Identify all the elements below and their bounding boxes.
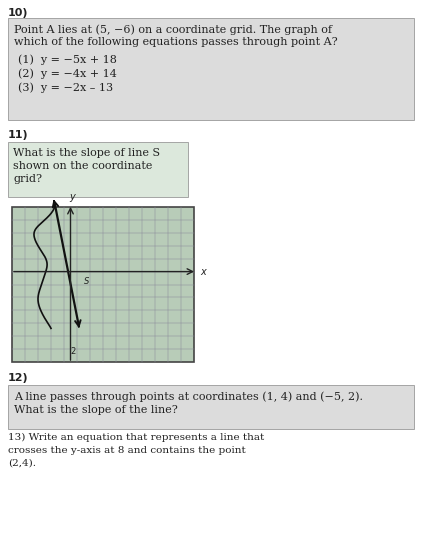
Bar <box>8 18 414 120</box>
Text: (1)  y = −5x + 18: (1) y = −5x + 18 <box>18 54 117 64</box>
Text: Point A lies at (5, −6) on a coordinate grid. The graph of: Point A lies at (5, −6) on a coordinate … <box>14 24 332 34</box>
Text: x: x <box>200 266 206 277</box>
Text: What is the slope of line S: What is the slope of line S <box>13 148 160 158</box>
Text: which of the following equations passes through point A?: which of the following equations passes … <box>14 37 338 47</box>
Text: What is the slope of the line?: What is the slope of the line? <box>14 405 178 415</box>
Bar <box>8 385 414 429</box>
Text: 12): 12) <box>8 373 29 383</box>
Bar <box>8 142 188 197</box>
Text: S: S <box>84 277 89 287</box>
Text: 11): 11) <box>8 130 29 140</box>
Text: (2,4).: (2,4). <box>8 459 36 468</box>
Text: 10): 10) <box>8 8 29 18</box>
Text: crosses the y-axis at 8 and contains the point: crosses the y-axis at 8 and contains the… <box>8 446 246 455</box>
Text: A line passes through points at coordinates (1, 4) and (−5, 2).: A line passes through points at coordina… <box>14 391 363 401</box>
Text: 13) Write an equation that represents a line that: 13) Write an equation that represents a … <box>8 433 264 442</box>
Bar <box>12 207 194 362</box>
Text: 2: 2 <box>70 347 76 356</box>
Text: (2)  y = −4x + 14: (2) y = −4x + 14 <box>18 68 117 79</box>
Text: (3)  y = −2x – 13: (3) y = −2x – 13 <box>18 82 113 93</box>
Text: y: y <box>70 192 76 202</box>
Text: grid?: grid? <box>13 174 42 184</box>
Text: shown on the coordinate: shown on the coordinate <box>13 161 152 171</box>
